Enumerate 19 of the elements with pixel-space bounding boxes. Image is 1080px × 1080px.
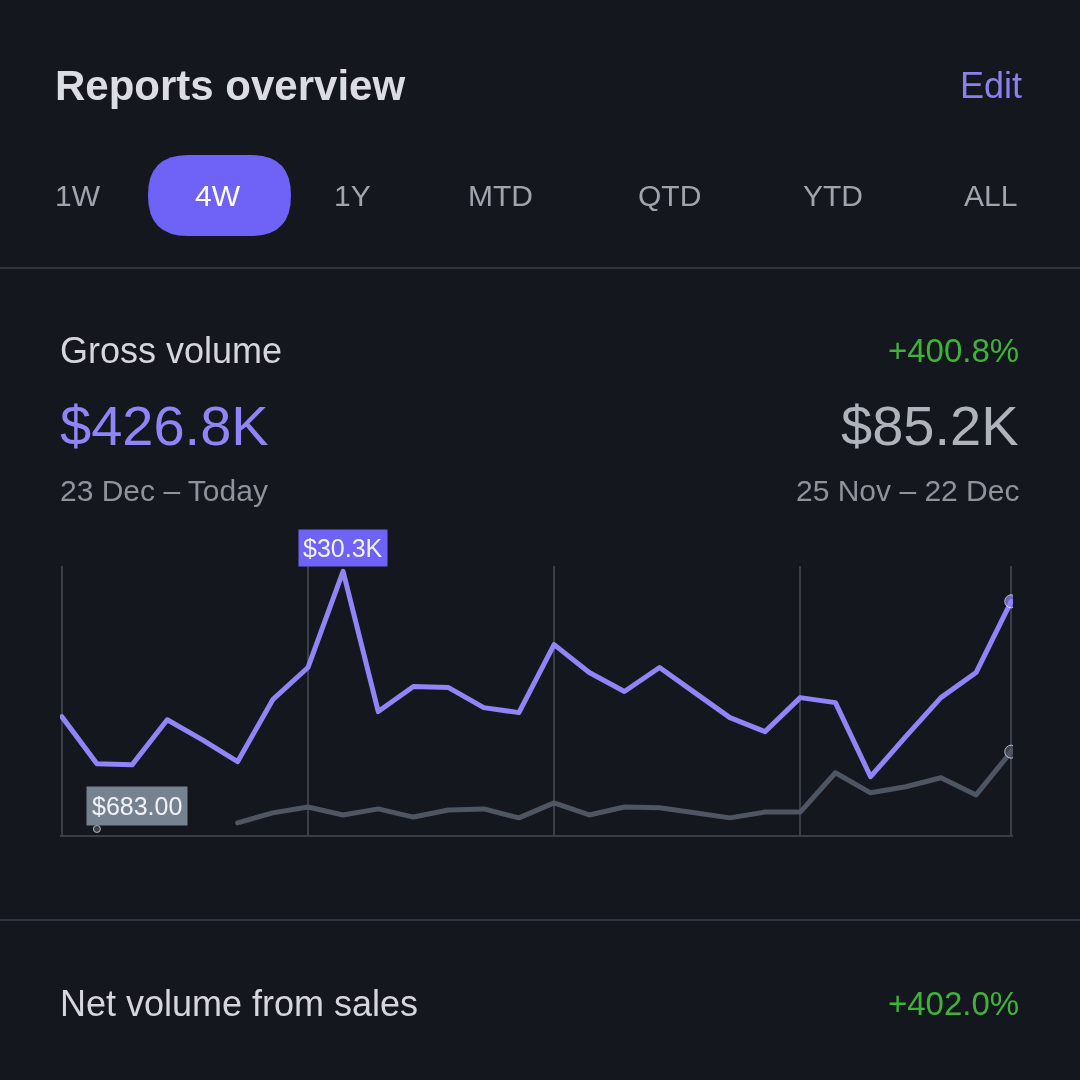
text: $85.2K xyxy=(841,394,1019,457)
text: 23 Dec – Today xyxy=(60,474,268,507)
text: $426.8K xyxy=(60,394,269,457)
annotation: $30.3K xyxy=(303,534,383,562)
text: 25 Nov – 22 Dec xyxy=(796,474,1020,507)
text: +400.8% xyxy=(888,332,1020,369)
text: QTD xyxy=(638,179,702,212)
text: Net volume from sales xyxy=(60,983,419,1024)
text: 1Y xyxy=(334,179,371,212)
text: ALL xyxy=(964,179,1018,212)
text: YTD xyxy=(803,179,863,212)
text: 1W xyxy=(55,179,101,212)
text: Edit xyxy=(960,65,1023,106)
text: 4W xyxy=(195,179,241,212)
text: +402.0% xyxy=(888,985,1020,1022)
annotation: $683.00 xyxy=(92,792,183,820)
text: MTD xyxy=(468,179,533,212)
chart-title: Reports overview xyxy=(55,61,406,109)
text: Gross volume xyxy=(60,330,283,371)
